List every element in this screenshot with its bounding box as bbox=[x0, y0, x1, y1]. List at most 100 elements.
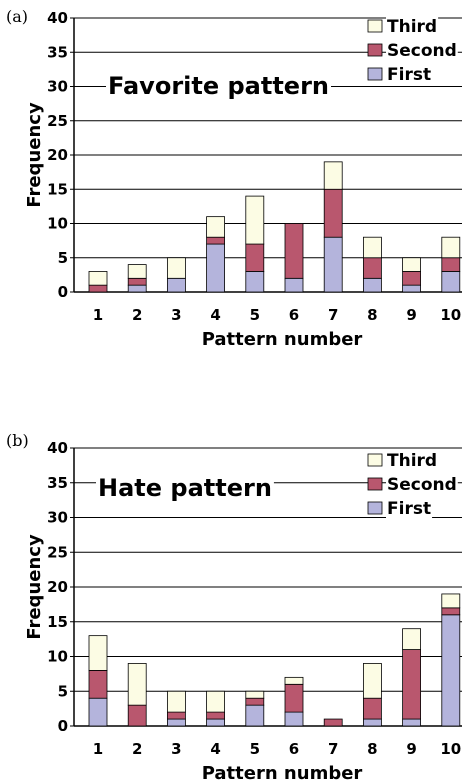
bar-second-9 bbox=[402, 271, 422, 286]
bar-first-1 bbox=[88, 697, 108, 727]
legend-label-background bbox=[386, 451, 439, 471]
bar-second-10 bbox=[441, 257, 461, 272]
panel-label: (a) bbox=[6, 7, 28, 26]
bar-first-5 bbox=[245, 704, 265, 727]
bar-second-1 bbox=[88, 284, 108, 293]
bar-second-1 bbox=[88, 670, 108, 699]
bar-first-3 bbox=[166, 277, 186, 293]
legend-swatch-first bbox=[367, 501, 383, 515]
y-tick-label: 0 bbox=[58, 717, 68, 735]
bar-first-2 bbox=[127, 284, 147, 293]
x-tick-label: 6 bbox=[289, 740, 299, 758]
bar-second-5 bbox=[245, 243, 265, 272]
x-tick-label: 9 bbox=[406, 306, 416, 324]
bar-first-4 bbox=[206, 718, 226, 727]
y-tick-label: 30 bbox=[47, 78, 68, 96]
x-tick-label: 5 bbox=[250, 740, 260, 758]
bar-third-5 bbox=[245, 195, 265, 245]
bar-third-5 bbox=[245, 690, 265, 699]
bar-first-5 bbox=[245, 271, 265, 293]
bar-third-4 bbox=[206, 690, 226, 713]
legend-label-background bbox=[386, 499, 433, 519]
y-tick-label: 25 bbox=[47, 112, 68, 130]
y-tick-label: 5 bbox=[58, 249, 68, 267]
y-tick-label: 25 bbox=[47, 543, 68, 561]
x-tick-label: 4 bbox=[210, 306, 220, 324]
bar-second-8 bbox=[362, 697, 382, 720]
x-tick-label: 7 bbox=[328, 306, 338, 324]
chart-title: Hate pattern bbox=[98, 474, 272, 502]
bar-third-9 bbox=[402, 628, 422, 650]
x-tick-label: 5 bbox=[250, 306, 260, 324]
x-tick-label: 1 bbox=[93, 740, 103, 758]
bar-second-2 bbox=[127, 704, 147, 727]
y-axis-title: Frequency bbox=[24, 102, 45, 208]
bar-second-4 bbox=[206, 236, 226, 245]
y-tick-label: 15 bbox=[47, 613, 68, 631]
legend-label-second: Second bbox=[387, 41, 457, 61]
chart-title: Favorite pattern bbox=[108, 72, 329, 100]
x-tick-label: 8 bbox=[367, 306, 377, 324]
bar-first-7 bbox=[323, 236, 343, 293]
x-tick-label: 3 bbox=[171, 740, 181, 758]
bar-third-10 bbox=[441, 593, 461, 609]
y-tick-label: 40 bbox=[47, 9, 68, 27]
x-tick-label: 1 bbox=[93, 306, 103, 324]
bar-first-4 bbox=[206, 243, 226, 293]
y-axis-title: Frequency bbox=[24, 534, 45, 640]
bar-third-8 bbox=[362, 236, 382, 259]
legend-label-background bbox=[386, 65, 433, 85]
bar-third-3 bbox=[166, 690, 186, 713]
bar-first-6 bbox=[284, 711, 304, 727]
y-tick-label: 15 bbox=[47, 180, 68, 198]
bar-first-3 bbox=[166, 718, 186, 727]
bar-second-7 bbox=[323, 718, 343, 727]
bar-first-9 bbox=[402, 718, 422, 727]
y-tick-label: 35 bbox=[47, 474, 68, 492]
x-tick-label: 8 bbox=[367, 740, 377, 758]
bar-second-3 bbox=[166, 711, 186, 720]
bar-first-6 bbox=[284, 277, 304, 293]
x-tick-label: 2 bbox=[132, 306, 142, 324]
bar-third-6 bbox=[284, 676, 304, 685]
bar-first-8 bbox=[362, 718, 382, 727]
legend-label-third: Third bbox=[387, 451, 437, 471]
y-tick-label: 20 bbox=[47, 578, 68, 596]
legend-swatch-second bbox=[367, 477, 383, 491]
legend-label-third: Third bbox=[387, 17, 437, 37]
legend-label-background bbox=[386, 17, 439, 37]
y-tick-label: 0 bbox=[58, 283, 68, 301]
bar-second-5 bbox=[245, 697, 265, 706]
y-tick-label: 10 bbox=[47, 215, 68, 233]
y-tick-label: 35 bbox=[47, 43, 68, 61]
bar-third-2 bbox=[127, 264, 147, 279]
bar-third-4 bbox=[206, 216, 226, 238]
legend-label-first: First bbox=[387, 65, 431, 85]
chart-title-background bbox=[106, 72, 332, 100]
bar-first-9 bbox=[402, 284, 422, 293]
chart-panel-2: (b) 0 5 10 15 20 25 30 35 40 1 2 3 4 5 6 7 8 9 10 Pattern nu… bbox=[6, 431, 462, 780]
bar-first-10 bbox=[441, 614, 461, 727]
bar-third-9 bbox=[402, 257, 422, 272]
x-axis-title: Pattern number bbox=[202, 763, 363, 780]
bar-first-8 bbox=[362, 277, 382, 293]
bar-third-3 bbox=[166, 257, 186, 279]
bar-second-7 bbox=[323, 188, 343, 238]
bar-third-8 bbox=[362, 663, 382, 699]
bar-third-7 bbox=[323, 161, 343, 190]
legend-label-background bbox=[386, 475, 458, 495]
bar-second-6 bbox=[284, 683, 304, 713]
bar-second-9 bbox=[402, 649, 422, 720]
legend-label-second: Second bbox=[387, 475, 457, 495]
legend-label-background bbox=[386, 41, 458, 61]
y-tick-label: 30 bbox=[47, 509, 68, 527]
legend-label-first: First bbox=[387, 499, 431, 519]
y-tick-label: 10 bbox=[47, 648, 68, 666]
bar-second-4 bbox=[206, 711, 226, 720]
legend-swatch-second bbox=[367, 43, 383, 57]
bar-second-8 bbox=[362, 257, 382, 279]
x-tick-label: 10 bbox=[440, 740, 461, 758]
legend-swatch-third bbox=[367, 19, 383, 33]
y-tick-label: 20 bbox=[47, 146, 68, 164]
